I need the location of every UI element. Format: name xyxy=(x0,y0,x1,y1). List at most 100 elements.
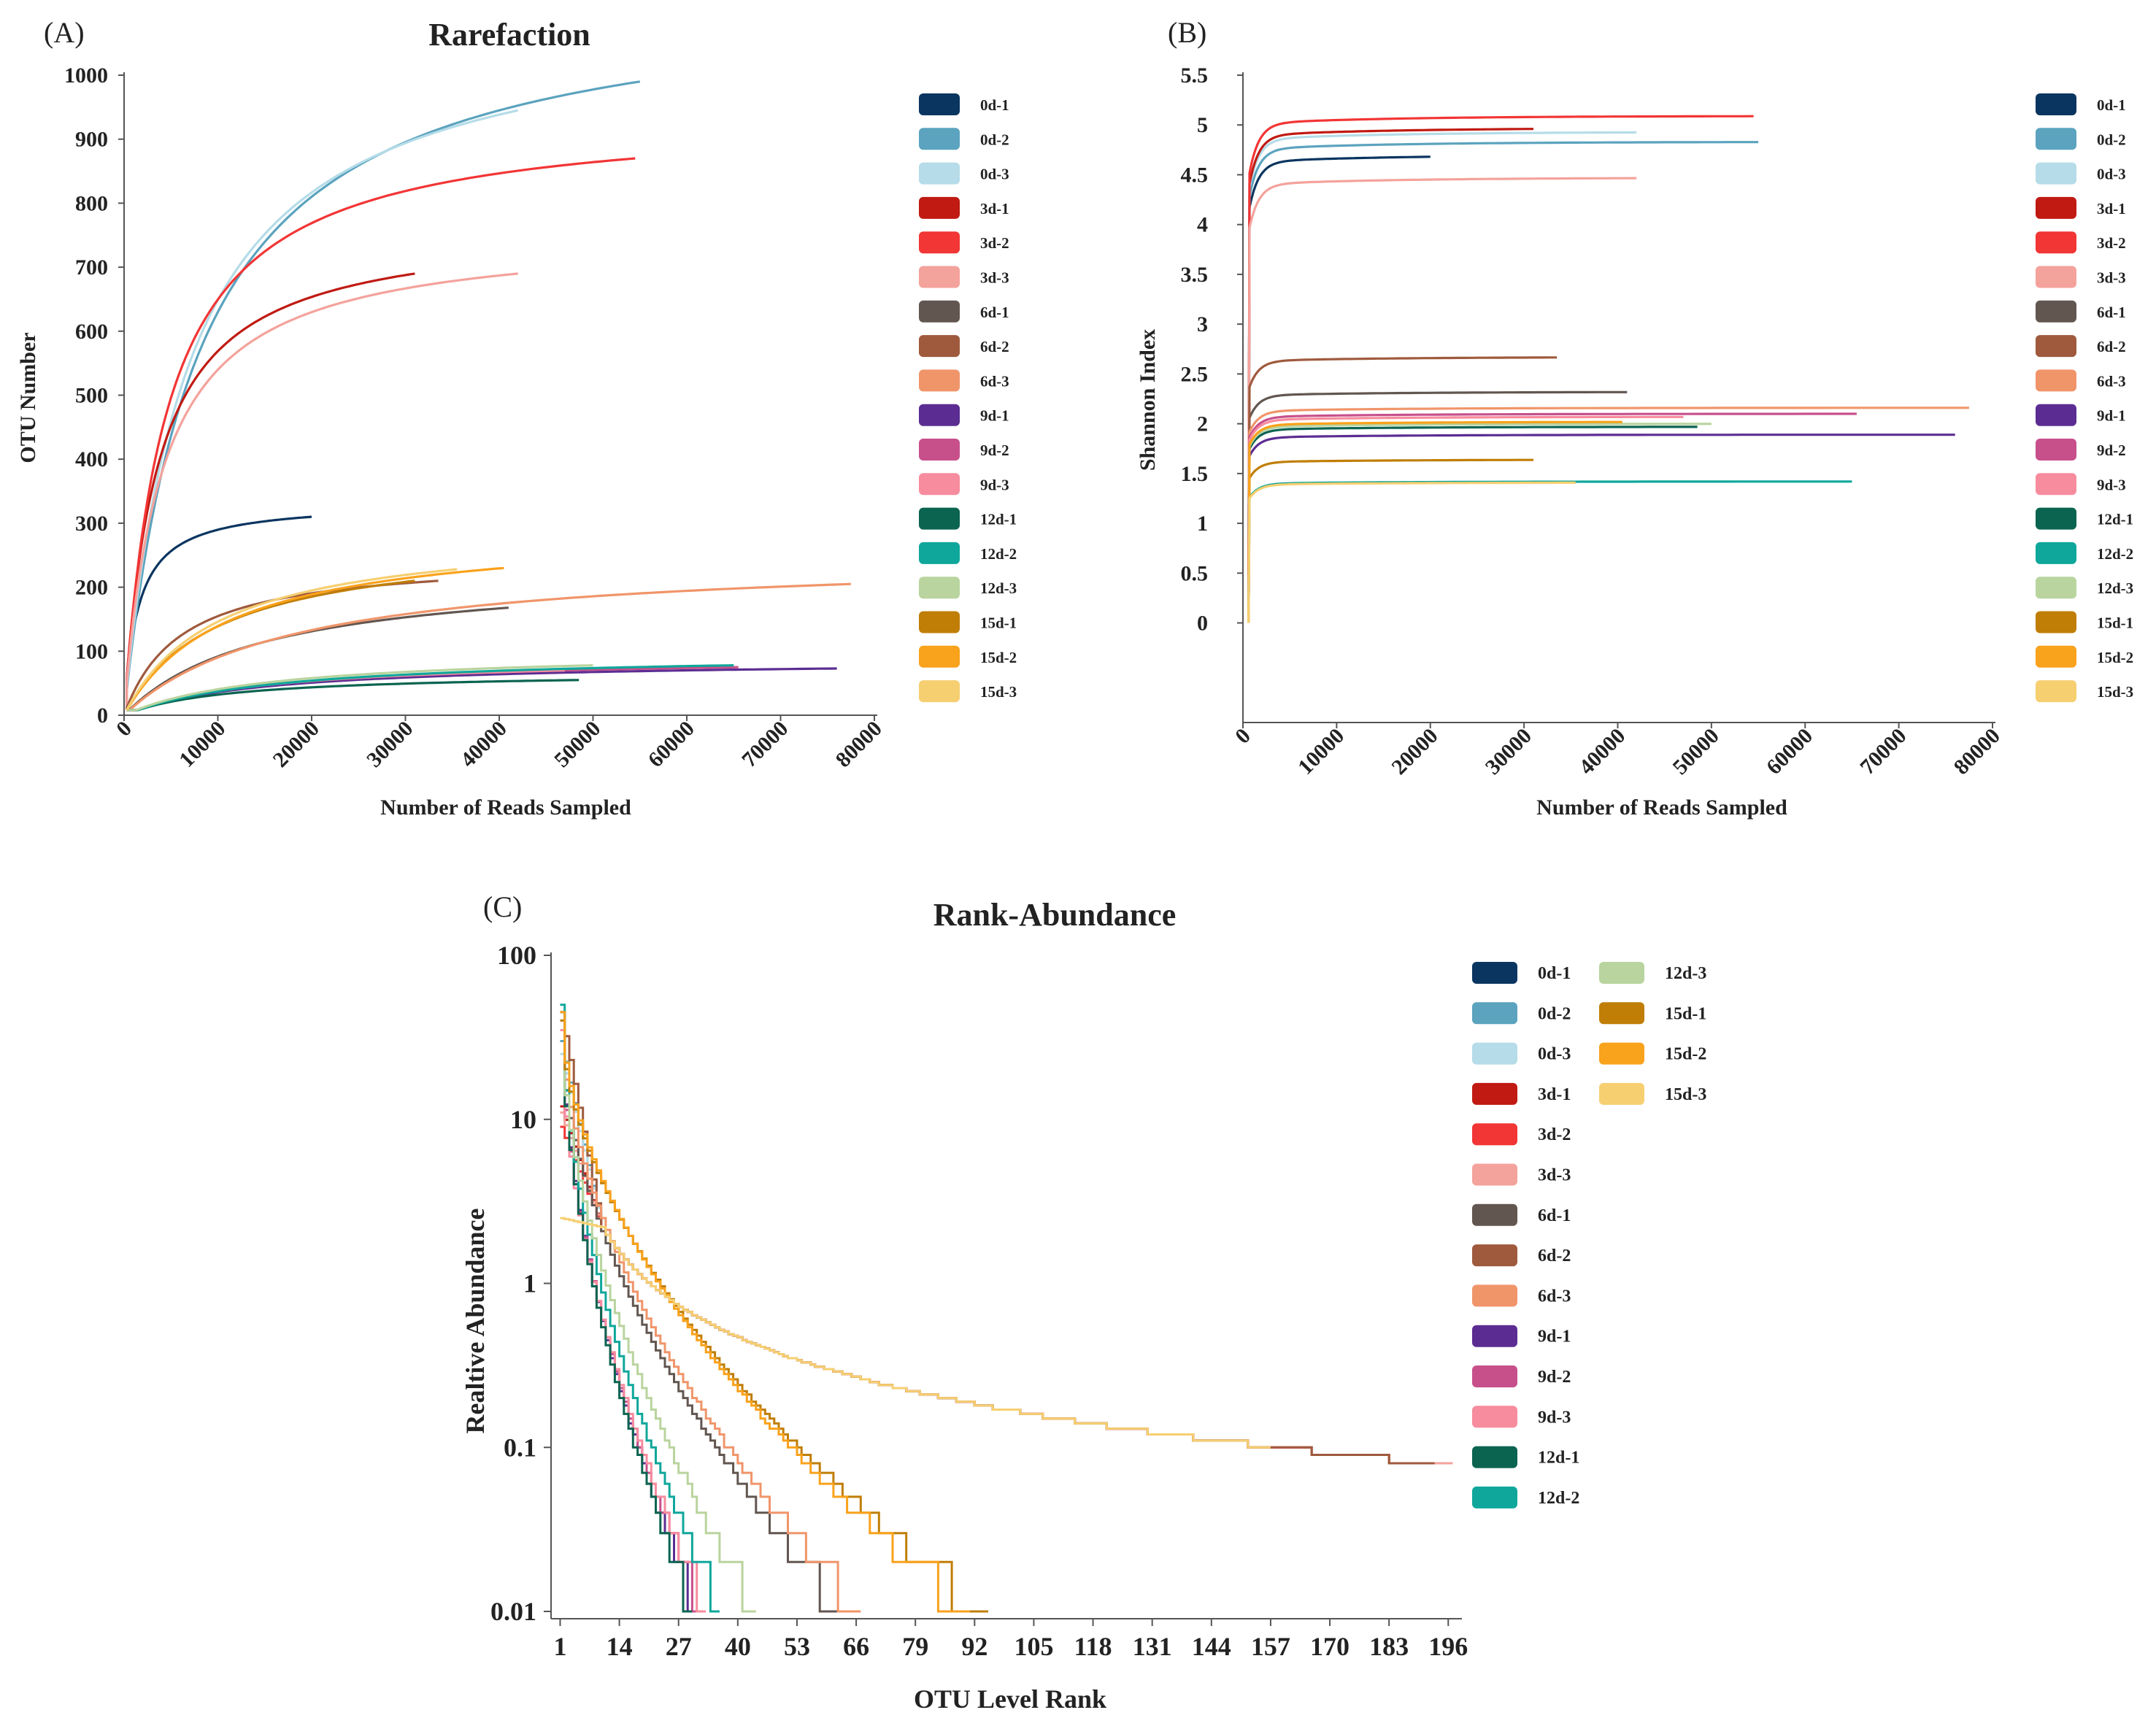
panel-c-axes: 0.01 0.1 1 10 100 1 14 27 40 53 66 79 92 105 118 131 144… xyxy=(490,941,1468,1661)
panel-c-letter: (C) xyxy=(483,890,522,923)
panel-b-series-line-15d-3 xyxy=(1247,481,1576,623)
panel-c-legend-label-12d-1: 12d-1 xyxy=(1538,1449,1579,1468)
panel-b-x-tick-label: 40000 xyxy=(1574,724,1630,779)
panel-a-legend-label-12d-3: 12d-3 xyxy=(980,579,1017,597)
panel-b-legend-label-12d-1: 12d-1 xyxy=(2097,511,2133,528)
panel-c-legend-label-0d-3: 0d-3 xyxy=(1538,1045,1571,1064)
panel-a-legend-label-12d-1: 12d-1 xyxy=(980,511,1017,528)
panel-c-series-line-0d-3 xyxy=(560,1052,1449,1465)
panel-c-y-tick-label: 1 xyxy=(523,1269,536,1298)
panel-c-x-tick-label: 53 xyxy=(784,1632,810,1661)
panel-c-legend-swatch-15d-2 xyxy=(1599,1042,1644,1065)
panel-a-legend-label-9d-1: 9d-1 xyxy=(980,407,1009,425)
panel-b-legend-swatch-12d-1 xyxy=(2036,507,2076,530)
panel-c-legend-swatch-6d-1 xyxy=(1472,1203,1517,1226)
panel-c-legend-label-0d-1: 0d-1 xyxy=(1538,964,1571,983)
panel-c-x-tick-label: 105 xyxy=(1014,1632,1053,1661)
panel-a-series-line-12d-3 xyxy=(126,664,593,712)
panel-c-legend: 0d-1 0d-2 0d-3 3d-1 3d-2 3d-3 6d-1 6d-2 6d-3 9d-1… xyxy=(1472,962,1706,1509)
panel-c-legend-swatch-15d-3 xyxy=(1599,1082,1644,1105)
panel-c-x-tick-label: 66 xyxy=(843,1632,869,1661)
panel-c-x-tick-label: 144 xyxy=(1192,1632,1231,1661)
panel-b-legend-label-9d-3: 9d-3 xyxy=(2097,476,2126,493)
panel-b-legend-label-12d-3: 12d-3 xyxy=(2097,579,2133,597)
panel-c-legend-swatch-12d-2 xyxy=(1472,1486,1517,1509)
panel-c-y-tick-label: 100 xyxy=(497,941,536,970)
panel-a-legend-swatch-3d-2 xyxy=(919,231,960,254)
panel-c-series-line-15d-2 xyxy=(560,1011,971,1613)
panel-c-legend-label-9d-1: 9d-1 xyxy=(1538,1328,1571,1346)
panel-a-legend-swatch-6d-1 xyxy=(919,300,960,323)
panel-b-y-tick-label: 2.5 xyxy=(1181,362,1209,386)
panel-c-series-line-12d-2 xyxy=(560,1003,720,1613)
panel-a-series-line-15d-3 xyxy=(126,568,458,711)
panel-c-x-tick-label: 170 xyxy=(1310,1632,1350,1661)
panel-c-legend-label-0d-2: 0d-2 xyxy=(1538,1004,1571,1023)
panel-b-y-tick-label: 4 xyxy=(1197,213,1208,237)
panel-b-series-line-0d-1 xyxy=(1247,155,1431,623)
panel-a-y-tick-label: 800 xyxy=(75,191,108,215)
panel-c-x-tick-label: 118 xyxy=(1074,1632,1112,1661)
panel-a-y-tick-label: 1000 xyxy=(64,63,108,88)
panel-b-y-tick-label: 0.5 xyxy=(1181,561,1209,585)
panel-a-legend-swatch-15d-2 xyxy=(919,645,960,668)
panel-b-legend-swatch-12d-3 xyxy=(2036,577,2076,599)
panel-c-y-tick-label: 0.01 xyxy=(490,1597,536,1626)
panel-b-legend-swatch-15d-1 xyxy=(2036,611,2076,633)
panel-b-legend-label-9d-2: 9d-2 xyxy=(2097,442,2126,459)
panel-c-legend-label-3d-3: 3d-3 xyxy=(1538,1166,1571,1185)
panel-c-x-tick-label: 40 xyxy=(725,1632,751,1661)
panel-b-series-line-9d-1 xyxy=(1247,434,1955,623)
panel-c-legend-label-3d-2: 3d-2 xyxy=(1538,1125,1571,1144)
panel-c-x-tick-label: 92 xyxy=(961,1632,987,1661)
panel-a-legend-label-9d-2: 9d-2 xyxy=(980,442,1009,459)
panel-c-legend-swatch-3d-3 xyxy=(1472,1163,1517,1186)
panel-a-legend-swatch-9d-2 xyxy=(919,439,960,461)
panel-a-legend-label-12d-2: 12d-2 xyxy=(980,545,1017,563)
panel-b-letter: (B) xyxy=(1168,16,1206,49)
panel-b-series-line-3d-1 xyxy=(1247,128,1533,623)
panel-b-legend-label-3d-3: 3d-3 xyxy=(2097,269,2126,287)
panel-c-legend-swatch-3d-1 xyxy=(1472,1082,1517,1105)
panel-b-series-line-0d-2 xyxy=(1247,141,1759,623)
panel-c-legend-swatch-0d-1 xyxy=(1472,962,1517,984)
panel-a-x-tick-label: 20000 xyxy=(269,717,324,772)
panel-c-y-tick-label: 10 xyxy=(510,1105,536,1134)
panel-a-x-tick-label: 10000 xyxy=(174,717,230,772)
panel-a-legend-swatch-6d-2 xyxy=(919,335,960,358)
panel-c-series-line-12d-3 xyxy=(560,1019,756,1613)
panel-a-y-tick-label: 0 xyxy=(97,704,108,728)
panel-c-legend-swatch-9d-3 xyxy=(1472,1406,1517,1428)
panel-b-series-line-15d-2 xyxy=(1247,420,1622,623)
panel-b-x-tick-label: 50000 xyxy=(1668,724,1723,779)
panel-b-legend-label-0d-2: 0d-2 xyxy=(2097,131,2126,148)
panel-a-x-tick-label: 30000 xyxy=(362,717,417,772)
panel-c-series-line-3d-2 xyxy=(560,1125,1453,1465)
panel-b-series-line-9d-3 xyxy=(1247,415,1684,623)
panel-a-legend-label-6d-1: 6d-1 xyxy=(980,304,1009,321)
panel-b-legend-swatch-0d-3 xyxy=(2036,162,2076,185)
panel-b-legend-swatch-9d-1 xyxy=(2036,404,2076,426)
panel-c-legend-label-9d-2: 9d-2 xyxy=(1538,1368,1571,1387)
panel-a-legend-label-15d-3: 15d-3 xyxy=(980,683,1017,701)
panel-c-legend-label-6d-2: 6d-2 xyxy=(1538,1247,1571,1265)
panel-c-legend-swatch-12d-1 xyxy=(1472,1446,1517,1468)
panel-a-series-line-15d-2 xyxy=(126,566,504,712)
panel-b-x-tick-label: 30000 xyxy=(1481,724,1536,779)
panel-b-x-tick-label: 70000 xyxy=(1855,724,1911,779)
panel-b-legend-swatch-3d-3 xyxy=(2036,266,2076,288)
panel-b-legend-label-9d-1: 9d-1 xyxy=(2097,407,2126,425)
panel-c-series-line-12d-1 xyxy=(560,1011,693,1613)
panel-b-y-tick-label: 5.5 xyxy=(1181,63,1209,88)
panel-c-x-tick-label: 79 xyxy=(902,1632,928,1661)
panel-b-legend-swatch-0d-2 xyxy=(2036,128,2076,150)
panel-c-legend-swatch-3d-2 xyxy=(1472,1123,1517,1146)
panel-c-legend-swatch-6d-2 xyxy=(1472,1244,1517,1267)
panel-c-series-line-9d-1 xyxy=(560,1011,697,1613)
panel-a-y-tick-label: 900 xyxy=(75,128,108,152)
panel-c-x-tick-label: 196 xyxy=(1428,1632,1468,1661)
panel-a-legend-swatch-12d-3 xyxy=(919,577,960,599)
panel-c-x-tick-label: 1 xyxy=(553,1632,566,1661)
